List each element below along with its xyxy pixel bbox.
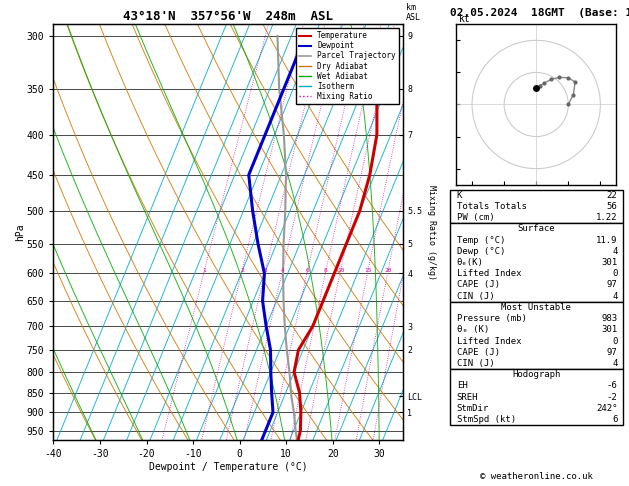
Text: Surface: Surface bbox=[518, 225, 555, 233]
Text: 6: 6 bbox=[612, 415, 618, 424]
Text: 242°: 242° bbox=[596, 404, 618, 413]
Text: -2: -2 bbox=[607, 393, 618, 402]
Text: Hodograph: Hodograph bbox=[512, 370, 560, 379]
Legend: Temperature, Dewpoint, Parcel Trajectory, Dry Adiabat, Wet Adiabat, Isotherm, Mi: Temperature, Dewpoint, Parcel Trajectory… bbox=[296, 28, 399, 104]
Text: Temp (°C): Temp (°C) bbox=[457, 236, 505, 244]
Text: 4: 4 bbox=[612, 359, 618, 368]
Text: PW (cm): PW (cm) bbox=[457, 213, 494, 222]
Text: -6: -6 bbox=[607, 382, 618, 390]
Text: CIN (J): CIN (J) bbox=[457, 359, 494, 368]
Text: 0: 0 bbox=[612, 337, 618, 346]
Bar bbox=[450, 302, 623, 369]
Y-axis label: hPa: hPa bbox=[16, 223, 25, 241]
Text: SREH: SREH bbox=[457, 393, 478, 402]
Text: Lifted Index: Lifted Index bbox=[457, 269, 521, 278]
Text: 6: 6 bbox=[306, 268, 309, 273]
Text: Pressure (mb): Pressure (mb) bbox=[457, 314, 526, 323]
Text: 22: 22 bbox=[607, 191, 618, 200]
Text: km
ASL: km ASL bbox=[406, 3, 421, 22]
Title: 43°18'N  357°56'W  248m  ASL: 43°18'N 357°56'W 248m ASL bbox=[123, 10, 333, 23]
Text: Lifted Index: Lifted Index bbox=[457, 337, 521, 346]
Text: 11.9: 11.9 bbox=[596, 236, 618, 244]
Text: 1: 1 bbox=[203, 268, 206, 273]
Bar bbox=[450, 190, 623, 223]
Text: Most Unstable: Most Unstable bbox=[501, 303, 571, 312]
Bar bbox=[450, 369, 623, 425]
Text: CIN (J): CIN (J) bbox=[457, 292, 494, 301]
Text: StmSpd (kt): StmSpd (kt) bbox=[457, 415, 516, 424]
Text: 20: 20 bbox=[384, 268, 392, 273]
Text: 983: 983 bbox=[601, 314, 618, 323]
Text: 301: 301 bbox=[601, 258, 618, 267]
Text: K: K bbox=[457, 191, 462, 200]
Text: © weatheronline.co.uk: © weatheronline.co.uk bbox=[480, 472, 593, 481]
Text: 4: 4 bbox=[281, 268, 284, 273]
Text: θₑ(K): θₑ(K) bbox=[457, 258, 484, 267]
Text: 4: 4 bbox=[612, 292, 618, 301]
Text: Dewp (°C): Dewp (°C) bbox=[457, 247, 505, 256]
Text: CAPE (J): CAPE (J) bbox=[457, 280, 499, 290]
Text: EH: EH bbox=[457, 382, 467, 390]
Text: 97: 97 bbox=[607, 348, 618, 357]
X-axis label: Dewpoint / Temperature (°C): Dewpoint / Temperature (°C) bbox=[148, 462, 308, 471]
Text: 56: 56 bbox=[607, 202, 618, 211]
Text: 4: 4 bbox=[612, 247, 618, 256]
Text: StmDir: StmDir bbox=[457, 404, 489, 413]
Text: 3: 3 bbox=[264, 268, 267, 273]
Text: 97: 97 bbox=[607, 280, 618, 290]
Text: 301: 301 bbox=[601, 325, 618, 334]
Text: 1.22: 1.22 bbox=[596, 213, 618, 222]
Bar bbox=[450, 223, 623, 302]
Text: kt: kt bbox=[459, 14, 471, 24]
Text: 8: 8 bbox=[324, 268, 328, 273]
Text: Totals Totals: Totals Totals bbox=[457, 202, 526, 211]
Text: 0: 0 bbox=[612, 269, 618, 278]
Text: 2: 2 bbox=[240, 268, 244, 273]
Y-axis label: Mixing Ratio (g/kg): Mixing Ratio (g/kg) bbox=[427, 185, 437, 279]
Text: 15: 15 bbox=[364, 268, 372, 273]
Text: 10: 10 bbox=[337, 268, 344, 273]
Text: θₑ (K): θₑ (K) bbox=[457, 325, 489, 334]
Text: CAPE (J): CAPE (J) bbox=[457, 348, 499, 357]
Text: 02.05.2024  18GMT  (Base: 12): 02.05.2024 18GMT (Base: 12) bbox=[450, 8, 629, 18]
